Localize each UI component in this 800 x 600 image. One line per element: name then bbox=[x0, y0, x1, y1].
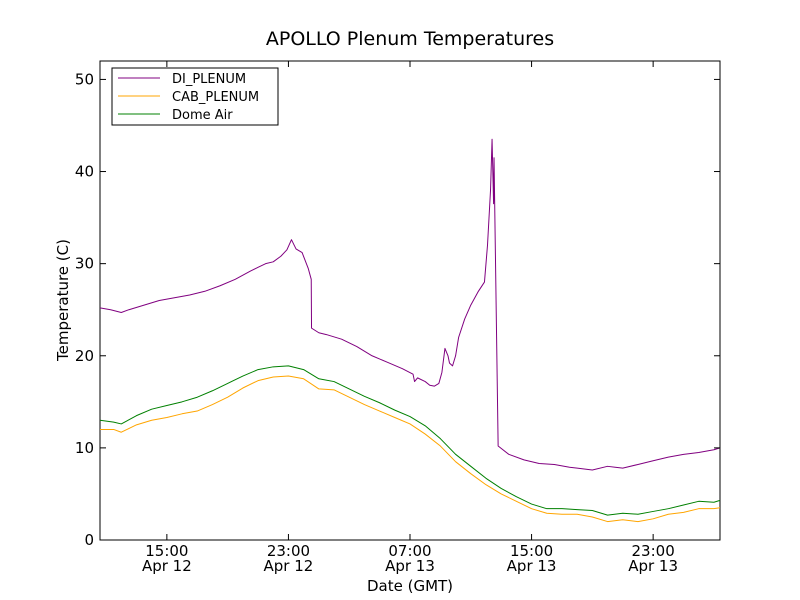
series-line-cab-plenum bbox=[100, 375, 721, 523]
x-tick-label-date: Apr 13 bbox=[507, 557, 557, 575]
y-axis-label: Temperature (C) bbox=[54, 239, 72, 362]
y-tick-label: 20 bbox=[75, 347, 94, 365]
legend-label-di-plenum: DI_PLENUM bbox=[172, 72, 246, 87]
x-axis-label: Date (GMT) bbox=[367, 577, 453, 595]
y-tick-label: 40 bbox=[75, 163, 94, 181]
plot-area bbox=[99, 60, 721, 541]
series-layer bbox=[99, 138, 721, 523]
legend-label-dome-air: Dome Air bbox=[172, 108, 233, 123]
x-tick-label-time: 15:00 bbox=[510, 542, 553, 560]
y-tick-label: 10 bbox=[75, 439, 94, 457]
y-tick-label: 50 bbox=[75, 70, 94, 88]
series-line-dome-air bbox=[99, 365, 721, 516]
series-line-di-plenum bbox=[99, 138, 721, 471]
x-tick-label-date: Apr 13 bbox=[385, 557, 435, 575]
x-tick-label-time: 07:00 bbox=[388, 542, 431, 560]
x-tick-label-time: 15:00 bbox=[145, 542, 188, 560]
legend-label-cab-plenum: CAB_PLENUM bbox=[172, 90, 259, 105]
x-tick-label-date: Apr 12 bbox=[142, 557, 192, 575]
legend: DI_PLENUM CAB_PLENUM Dome Air bbox=[111, 67, 279, 126]
y-tick-label: 0 bbox=[84, 531, 94, 549]
chart-title: APOLLO Plenum Temperatures bbox=[266, 28, 554, 50]
x-tick-label-time: 23:00 bbox=[267, 542, 310, 560]
x-tick-label-date: Apr 13 bbox=[628, 557, 678, 575]
x-tick-label-date: Apr 12 bbox=[264, 557, 314, 575]
x-tick-label-time: 23:00 bbox=[632, 542, 675, 560]
y-tick-label: 30 bbox=[75, 255, 94, 273]
